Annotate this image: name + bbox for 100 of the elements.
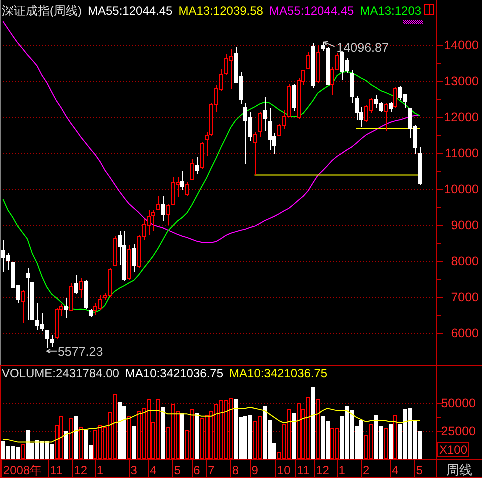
x-tick-label: 2 <box>362 464 370 478</box>
y-tick-label: 12000 <box>444 110 480 124</box>
candlestick <box>132 244 136 272</box>
bar <box>132 426 136 460</box>
candlestick <box>26 268 30 321</box>
annotation: 14096.87 <box>336 40 389 55</box>
candlestick <box>268 108 272 151</box>
x-tick-label: 6 <box>194 464 201 478</box>
x-tick-label: 5 <box>416 464 424 478</box>
candlestick <box>90 308 94 318</box>
candlestick <box>114 236 118 267</box>
y-tick-label: 11000 <box>445 146 480 160</box>
bar <box>162 406 166 460</box>
x-tick-label: 11 <box>297 464 310 478</box>
candlestick <box>152 210 156 232</box>
candlestick <box>390 102 394 113</box>
candlestick <box>418 147 422 186</box>
x-tick-label: 5 <box>174 464 182 478</box>
annotation: MA55:12044.45 <box>88 4 174 18</box>
bar <box>316 399 320 460</box>
bar <box>312 386 316 460</box>
candlestick <box>80 278 84 300</box>
text: MA55:12044.45 <box>269 4 355 18</box>
y-tick-label: 14000 <box>444 38 480 52</box>
bar <box>22 444 26 460</box>
bar <box>360 420 364 460</box>
line-series <box>2 406 420 443</box>
y-tick-label: 50000 <box>441 396 476 410</box>
candlestick <box>312 42 316 90</box>
x-tick-label: 3 <box>130 464 138 478</box>
candlestick <box>384 102 388 132</box>
x-tick-label: 10 <box>277 464 292 478</box>
candlestick <box>166 204 170 226</box>
y-tick-label: 8000 <box>451 254 480 268</box>
x-tick-label: 4 <box>392 464 400 478</box>
bar <box>128 416 132 460</box>
candlestick <box>306 52 310 70</box>
candlestick <box>122 230 126 282</box>
x-tick-label: 4 <box>150 464 158 478</box>
bar <box>80 427 84 460</box>
candlestick <box>128 244 132 281</box>
bar <box>196 414 200 460</box>
y-axis-title: X100 <box>439 443 468 457</box>
y-tick-label: 13000 <box>444 74 480 88</box>
candlestick <box>254 131 258 176</box>
bar <box>390 424 394 460</box>
x-tick-label: 2008年 <box>3 464 42 478</box>
candlestick <box>292 84 296 112</box>
candlestick <box>190 159 194 181</box>
bar <box>70 418 74 460</box>
y-tick-label: 6000 <box>451 326 480 340</box>
bar <box>122 406 126 460</box>
x-tick-label: 9 <box>252 464 259 478</box>
x-tick-label: 7 <box>208 464 216 478</box>
bar <box>60 416 64 460</box>
candlestick <box>56 308 60 340</box>
text: MA13:1203 <box>360 4 422 18</box>
y-tick-label: 10000 <box>444 182 480 196</box>
x-tick-label: 1 <box>338 464 346 478</box>
candlestick <box>264 97 268 132</box>
candlestick <box>156 196 160 212</box>
candlestick <box>70 282 74 312</box>
candlestick <box>350 70 354 104</box>
candlestick <box>22 290 26 324</box>
annotation: MA10:3421036.75 <box>125 366 224 380</box>
y-tick-label: 25000 <box>441 424 476 438</box>
x-tick-label: 8 <box>232 464 240 478</box>
candlestick <box>258 112 262 138</box>
bar <box>180 414 184 460</box>
candlestick <box>394 86 398 108</box>
bar <box>74 416 78 460</box>
bar <box>64 432 68 460</box>
candlestick <box>84 280 88 310</box>
candlestick <box>196 156 200 175</box>
bar <box>298 404 302 460</box>
y-tick-label: 7000 <box>451 290 480 304</box>
candlestick <box>74 274 78 295</box>
bar <box>394 414 398 460</box>
candlestick <box>162 196 166 222</box>
x-tick-label: 12 <box>74 464 88 478</box>
bar <box>292 414 296 460</box>
candlestick <box>200 142 204 170</box>
annotation: MA13:12039.58 <box>178 4 264 18</box>
x-tick-label: 1 <box>96 464 104 478</box>
x-axis-title: 周线 <box>446 462 472 478</box>
y-tick-label: 9000 <box>451 218 480 232</box>
candlestick <box>180 170 184 191</box>
candlestick <box>64 298 68 320</box>
line-series <box>2 71 420 314</box>
bar <box>384 428 388 460</box>
candlestick <box>316 44 320 84</box>
candlestick <box>186 182 190 196</box>
chart-title: VOLUME:2431784.00 <box>2 366 120 380</box>
bar <box>26 430 30 460</box>
annotation: 5577.23 <box>58 344 104 359</box>
x-tick-label: 11 <box>50 464 64 478</box>
chart-title: 深证成指(周线) <box>2 4 82 18</box>
x-tick-label: 12 <box>316 464 330 478</box>
bar <box>118 402 122 460</box>
line-series <box>2 21 420 244</box>
